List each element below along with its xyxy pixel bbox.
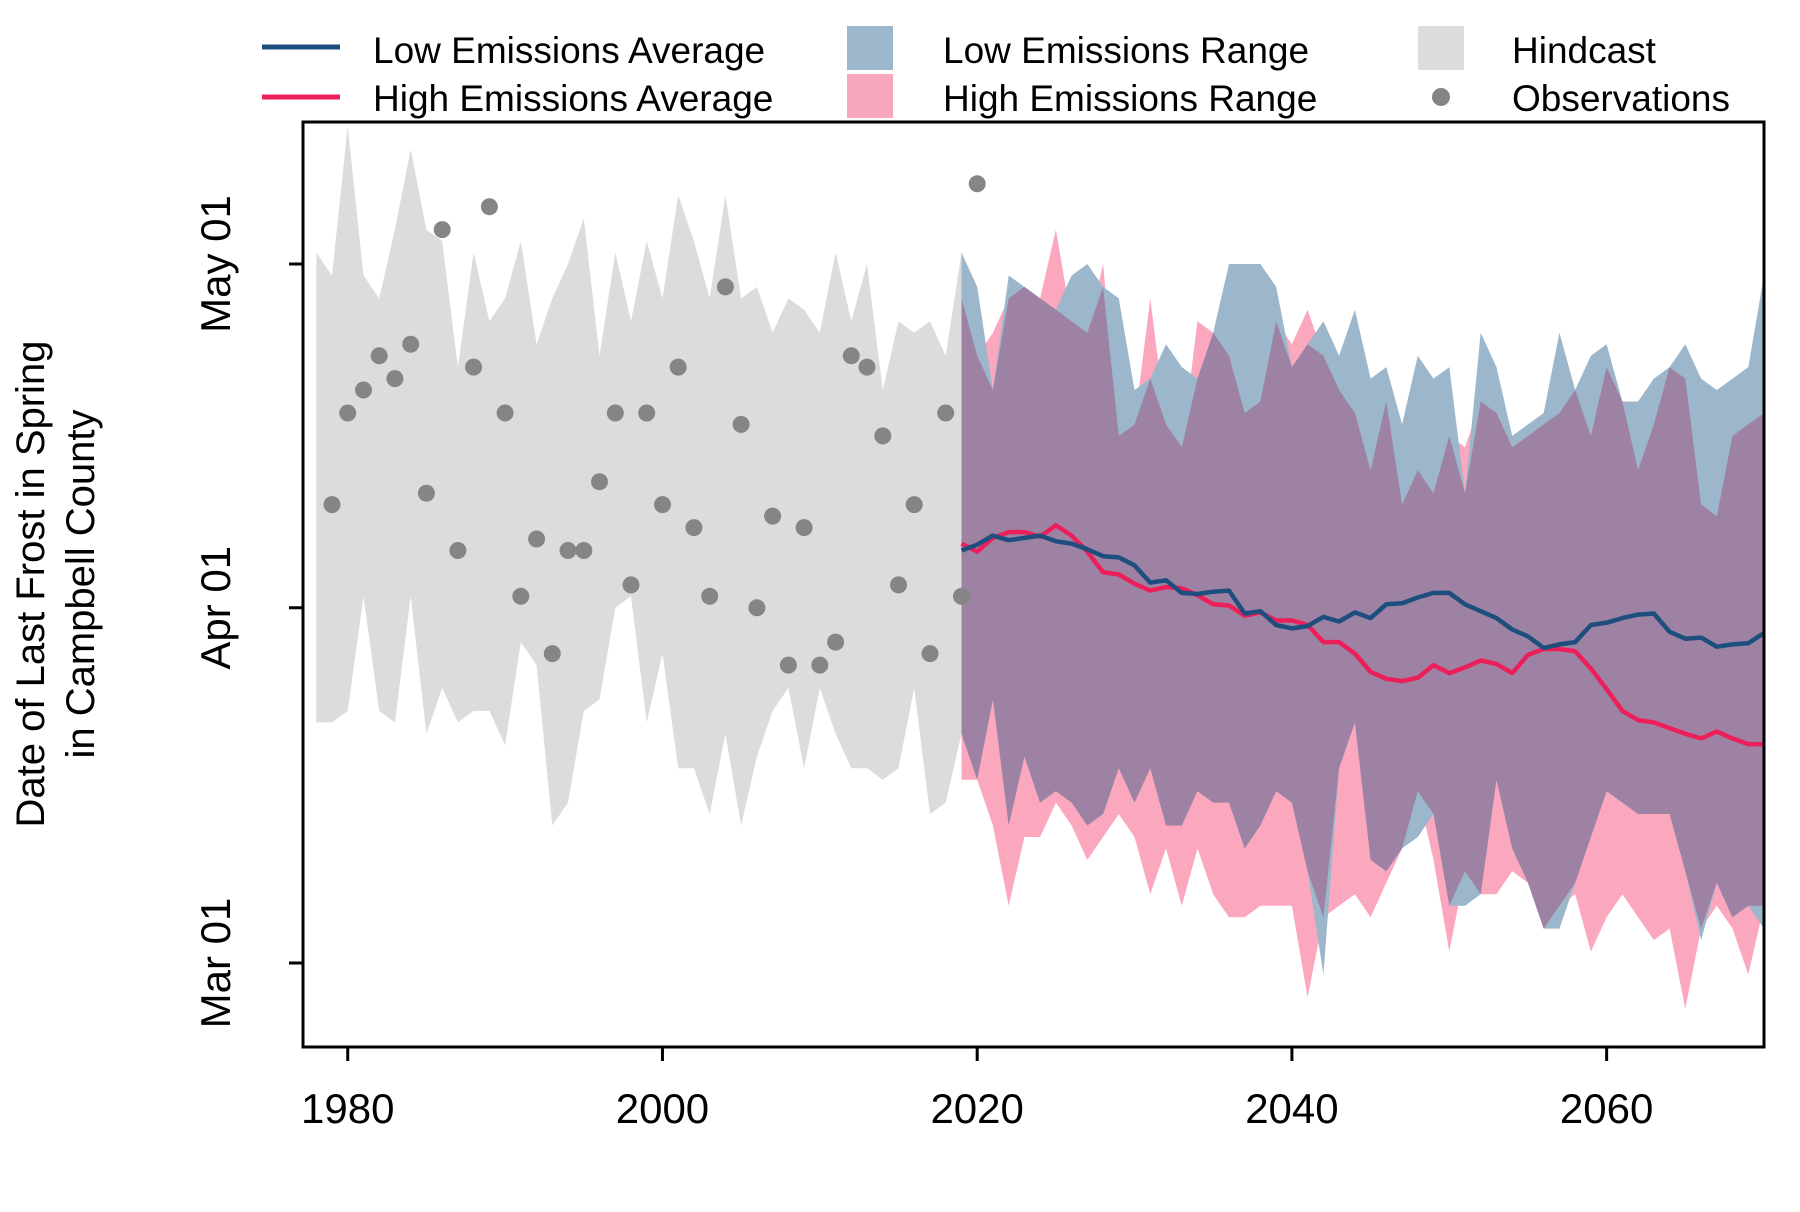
observation-point: [591, 473, 608, 491]
x-tick-label: 2060: [1560, 1085, 1653, 1132]
observation-point: [606, 404, 624, 422]
x-tick-label: 2000: [616, 1085, 709, 1132]
legend-swatch-low-emissions-range: [847, 26, 893, 70]
observation-point: [732, 415, 750, 433]
axes: 1980 2000 2020 2040 2060 Mar 01 Apr 01 May 01: [192, 195, 1653, 1132]
legend-label-low-emissions-range: Low Emissions Range: [943, 30, 1309, 71]
plot-frame: [301, 120, 1766, 1049]
observation-point: [890, 576, 907, 594]
observation-point: [811, 656, 829, 674]
observation-point: [748, 599, 766, 617]
observation-point: [669, 358, 687, 376]
observation-point: [528, 530, 546, 548]
high-emissions-average-line: [960, 523, 1764, 747]
y-tick-label: May 01: [192, 195, 239, 333]
observation-point: [764, 507, 782, 525]
x-tick-label: 1980: [301, 1085, 394, 1132]
observation-point: [417, 484, 435, 502]
observation-point: [638, 404, 656, 422]
legend-label-hindcast: Hindcast: [1512, 30, 1657, 71]
y-axis-title-line-1: Date of Last Frost in Spring: [9, 341, 53, 828]
observation-point: [921, 645, 939, 663]
observation-point: [512, 587, 530, 605]
observation-point: [543, 645, 561, 663]
observation-point: [622, 576, 640, 594]
observation-point: [937, 404, 955, 422]
legend-label-low-emissions-average: Low Emissions Average: [373, 30, 765, 71]
observation-point: [339, 404, 357, 422]
observation-point: [355, 381, 372, 399]
plot-area: [316, 126, 1764, 1009]
observation-point: [323, 496, 341, 514]
observation-point: [654, 496, 671, 514]
legend-label-high-emissions-range: High Emissions Range: [943, 78, 1317, 119]
observation-point: [953, 587, 970, 605]
observation-point: [575, 542, 593, 559]
observation-point: [779, 656, 797, 674]
observation-point: [905, 496, 923, 514]
observation-point: [858, 358, 876, 376]
observation-point: [827, 633, 845, 651]
legend-swatch-high-emissions-range: [847, 74, 893, 118]
range-overlap-band: [961, 286, 1764, 929]
observation-point: [716, 278, 734, 296]
legend-swatch-observations: [1432, 88, 1450, 106]
x-tick-label: 2040: [1245, 1085, 1338, 1132]
observation-point: [449, 542, 467, 559]
observation-point: [559, 542, 577, 559]
observation-point: [402, 335, 420, 353]
legend-label-observations: Observations: [1512, 78, 1730, 119]
observation-point: [433, 221, 451, 239]
x-tick-label: 2020: [930, 1085, 1023, 1132]
observation-point: [968, 175, 986, 193]
hindcast-band: [316, 126, 962, 826]
observation-point: [465, 358, 483, 376]
y-axis-title-line-2: in Campbell County: [59, 409, 103, 758]
observation-point: [386, 370, 404, 388]
observation-point: [685, 519, 703, 537]
observation-point: [370, 347, 388, 365]
legend-label-high-emissions-average: High Emissions Average: [373, 78, 773, 119]
observation-point: [842, 347, 860, 365]
observation-point: [701, 587, 719, 605]
legend-swatch-hindcast: [1418, 26, 1464, 70]
observation-point: [874, 427, 892, 445]
legend: Low Emissions Average High Emissions Ave…: [262, 26, 1730, 119]
y-tick-label: Apr 01: [192, 546, 239, 670]
y-tick-label: Mar 01: [192, 898, 239, 1029]
observation-point: [480, 198, 498, 216]
observation-point: [496, 404, 514, 422]
low-emissions-average-line: [960, 533, 1764, 651]
observation-point: [795, 519, 813, 537]
